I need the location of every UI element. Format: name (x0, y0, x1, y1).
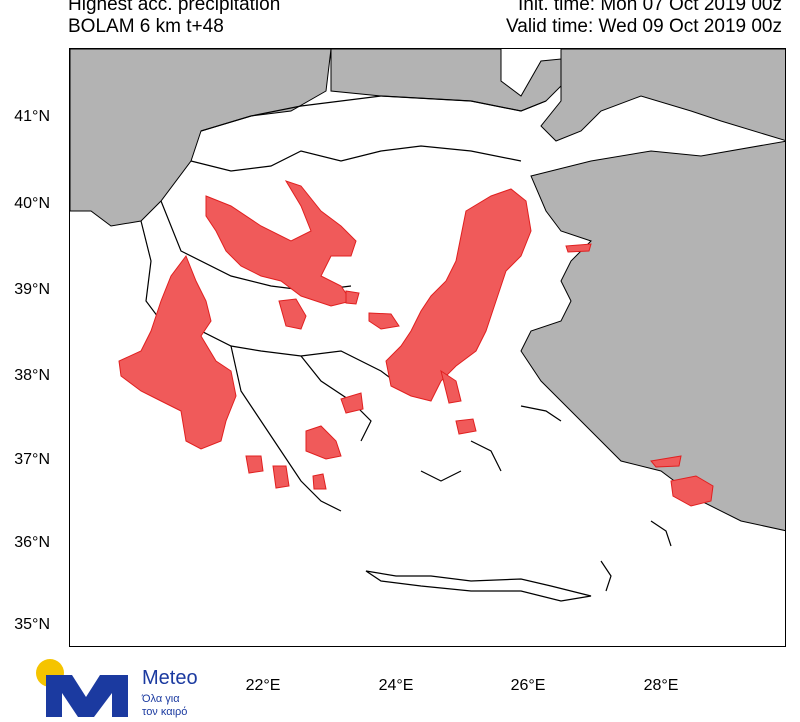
lat-label-40: 40°N (14, 195, 50, 212)
lat-label-35: 35°N (14, 616, 50, 633)
precip-central-1 (278, 298, 307, 330)
meteo-logo: Meteo Όλα για τον καιρό (34, 657, 214, 718)
lon-label-24: 24°E (378, 677, 414, 694)
lat-label-38: 38°N (14, 367, 50, 384)
outside-land (70, 49, 785, 532)
lat-label-36: 36°N (14, 534, 50, 551)
precip-central-3 (368, 312, 400, 330)
product-title: Highest acc. precipitation (68, 0, 281, 15)
precip-dodecanese-1 (650, 455, 682, 468)
precip-peloponnese (305, 425, 342, 460)
lat-label-39: 39°N (14, 281, 50, 298)
model-run: BOLAM 6 km t+48 (68, 16, 224, 37)
title-block: Highest acc. precipitation BOLAM 6 km t+… (68, 0, 280, 38)
precip-sw-1 (245, 455, 264, 474)
precip-east (385, 188, 532, 402)
meteo-logo-mark (36, 659, 128, 717)
time-block: Init. time: Mon 07 Oct 2019 00z Valid ti… (506, 0, 782, 38)
precip-lesbos (565, 243, 592, 253)
precip-sw-3 (312, 473, 327, 490)
precip-areas (118, 180, 714, 507)
lon-label-28: 28°E (643, 677, 679, 694)
valid-time: Valid time: Wed 09 Oct 2019 00z (505, 16, 782, 37)
map-canvas (70, 49, 785, 602)
precip-attica (340, 392, 364, 414)
lat-label-37: 37°N (14, 451, 50, 468)
logo-tagline-1: Όλα για (142, 693, 180, 705)
precip-central-2 (345, 290, 360, 305)
logo-tagline-2: τον καιρό (142, 706, 188, 718)
map-panel (69, 48, 786, 647)
precip-euboea-south (440, 369, 462, 404)
precip-rhodes (670, 475, 714, 507)
precip-north (205, 180, 357, 307)
precip-west (118, 254, 237, 450)
precip-cyclades (455, 418, 477, 435)
lon-label-26: 26°E (510, 677, 546, 694)
logo-name: Meteo (142, 667, 198, 689)
lon-label-22: 22°E (245, 677, 281, 694)
init-time: Init. time: Mon 07 Oct 2019 00z (517, 0, 782, 15)
precip-sw-2 (272, 465, 290, 489)
lat-label-41: 41°N (14, 108, 50, 125)
